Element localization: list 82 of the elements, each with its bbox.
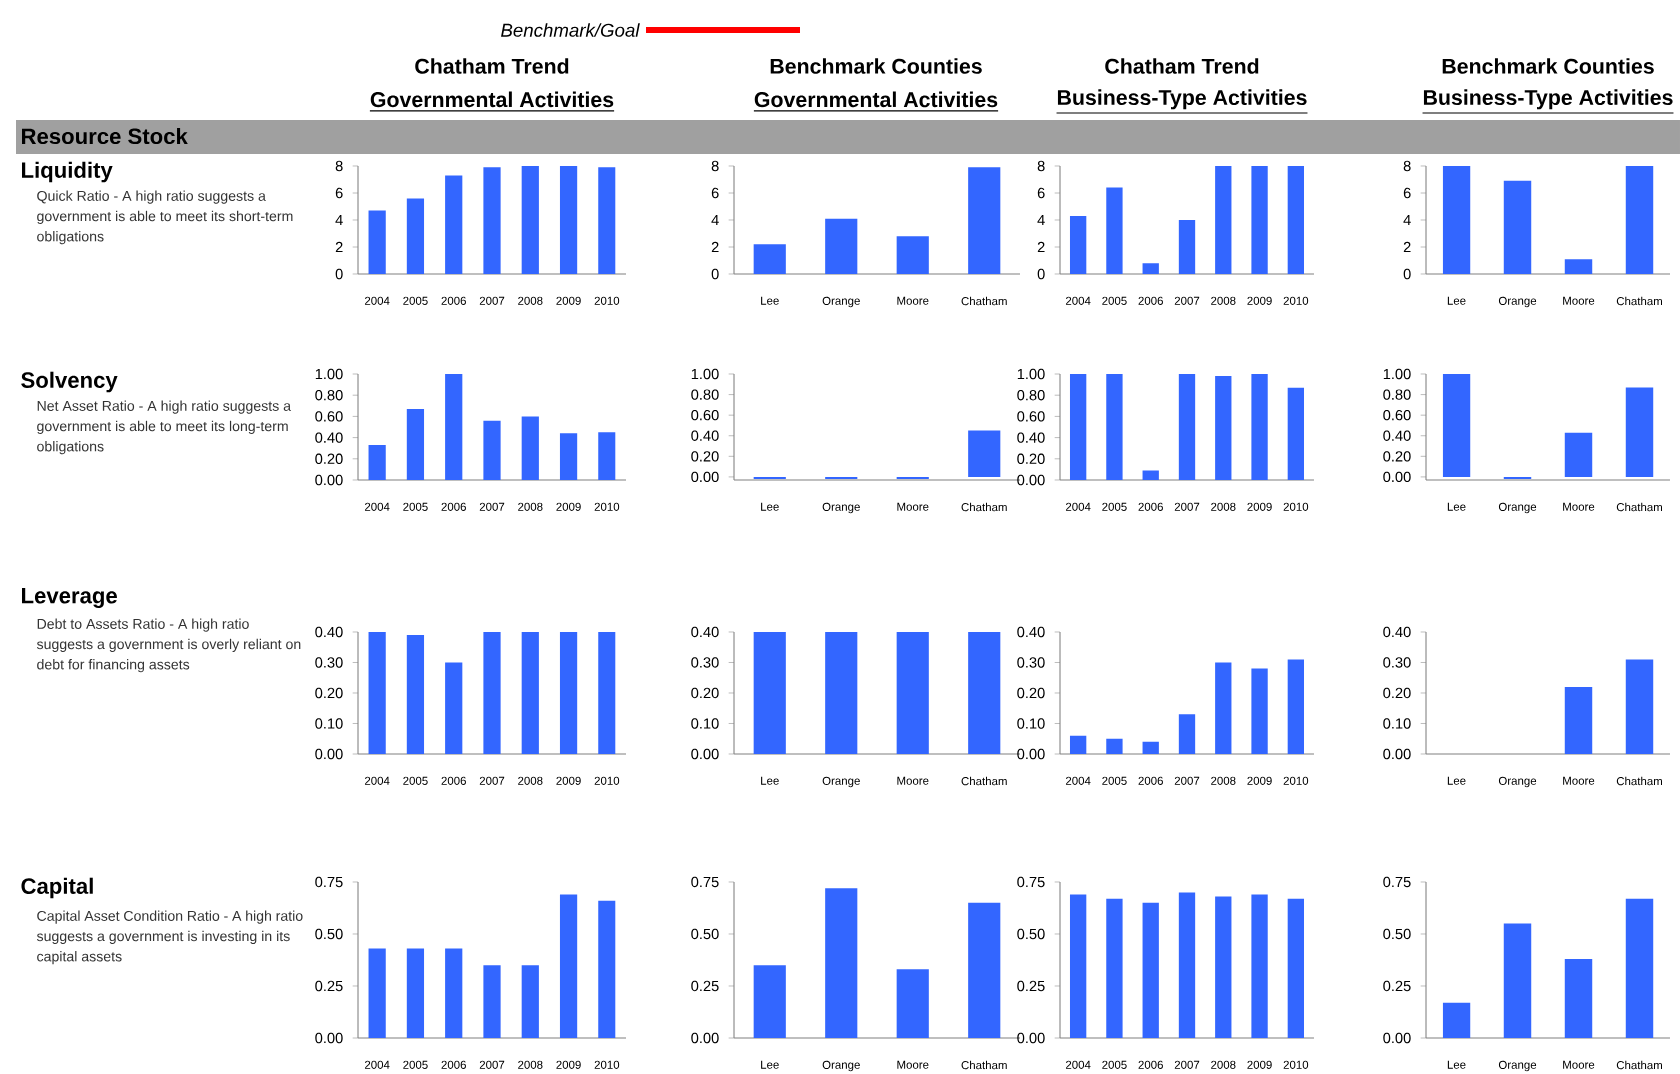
bar — [1142, 470, 1159, 480]
bar — [1251, 165, 1268, 274]
bar — [406, 198, 425, 274]
text: Business-Type Activities — [1057, 89, 1307, 110]
bar — [1287, 387, 1305, 480]
bar — [1142, 741, 1159, 755]
bar — [445, 374, 463, 480]
bar — [483, 632, 501, 755]
text: Benchmark Counties — [770, 58, 982, 74]
bar — [1178, 714, 1196, 755]
text: Benchmark Counties — [1442, 58, 1654, 74]
text: Capital — [21, 877, 93, 899]
bar — [1106, 374, 1123, 480]
bar — [1069, 374, 1087, 480]
bar — [1442, 1002, 1471, 1038]
bar — [1564, 958, 1593, 1038]
bar — [368, 210, 386, 274]
bar — [1503, 923, 1532, 1038]
bar — [483, 965, 501, 1038]
bar — [1251, 374, 1268, 480]
bar — [598, 632, 616, 755]
bar — [598, 432, 616, 480]
bar — [368, 948, 386, 1038]
bar — [1625, 898, 1654, 1038]
bar — [521, 165, 539, 274]
bar — [896, 969, 929, 1038]
bar — [1503, 180, 1532, 274]
bar — [368, 632, 386, 755]
bar — [406, 635, 425, 755]
bar — [445, 175, 463, 274]
text: Chatham Trend — [415, 58, 569, 74]
bar — [1625, 387, 1654, 477]
bar — [1069, 735, 1087, 755]
bar — [1442, 165, 1471, 274]
bar — [1106, 738, 1123, 755]
bar — [1106, 187, 1123, 274]
bar — [825, 888, 858, 1038]
bar — [1287, 659, 1305, 755]
text: Liquidity — [22, 161, 113, 183]
text: Business-Type Activities — [1423, 89, 1673, 110]
bar — [1069, 215, 1087, 274]
bar — [521, 632, 539, 755]
bar — [1215, 165, 1232, 274]
bar — [368, 445, 386, 480]
bar — [598, 167, 616, 274]
bar — [483, 167, 501, 274]
bar — [483, 420, 501, 480]
bar — [559, 433, 578, 480]
bar — [598, 900, 616, 1038]
text: Governmental Activities — [754, 91, 998, 108]
bar — [1215, 376, 1232, 480]
bar — [406, 408, 425, 480]
bar — [968, 902, 1001, 1038]
bar — [521, 965, 539, 1038]
bar — [559, 165, 578, 274]
bar — [825, 218, 858, 274]
bar — [445, 948, 463, 1038]
text: Benchmark/Goal — [501, 23, 640, 37]
text: Leverage — [22, 588, 117, 608]
bar — [521, 416, 539, 480]
bar — [406, 948, 425, 1038]
bar — [1215, 662, 1232, 755]
text: Solvency — [21, 371, 118, 393]
bar — [559, 632, 578, 755]
bar — [1625, 165, 1654, 274]
bar — [968, 167, 1001, 274]
bar — [445, 662, 463, 755]
bar — [1287, 165, 1305, 274]
bar — [559, 894, 578, 1038]
bar — [1178, 374, 1196, 480]
bar — [753, 244, 786, 274]
bar — [896, 236, 929, 274]
text: Resource Stock — [22, 127, 188, 145]
bar — [1564, 259, 1593, 274]
bar — [1251, 668, 1268, 755]
bar — [1178, 220, 1196, 274]
bar — [1142, 263, 1159, 274]
text: Governmental Activities — [370, 91, 614, 108]
bar — [753, 965, 786, 1038]
bar — [1564, 432, 1593, 477]
text: Chatham Trend — [1105, 58, 1259, 74]
bar — [1442, 374, 1471, 477]
